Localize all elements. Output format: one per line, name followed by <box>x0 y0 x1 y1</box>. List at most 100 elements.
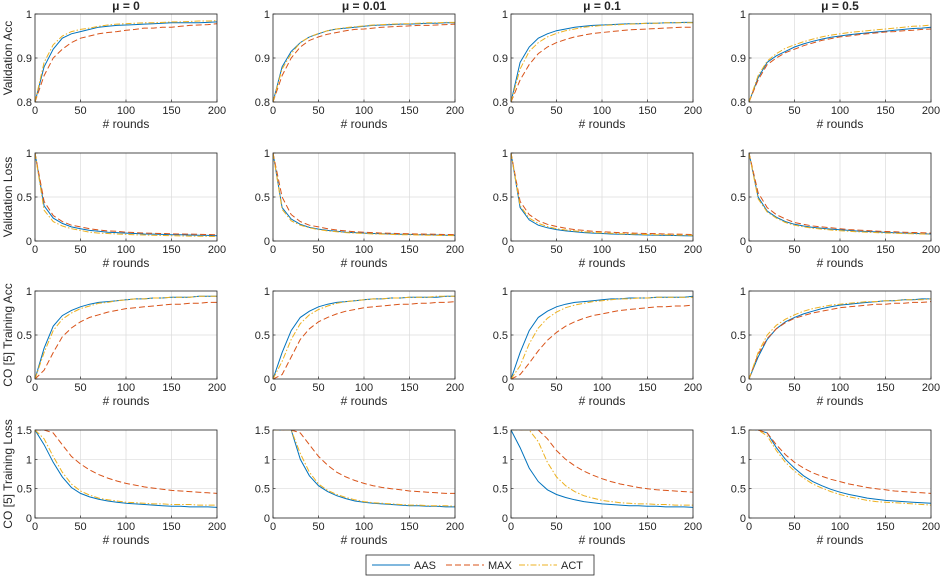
y-tick-label: 1 <box>740 286 746 298</box>
x-tick-label: 150 <box>876 382 894 394</box>
x-tick-label: 0 <box>746 244 752 256</box>
y-tick-label: 0.8 <box>17 97 32 109</box>
x-tick-label: 150 <box>162 521 180 533</box>
x-tick-label: 0 <box>270 521 276 533</box>
x-tick-label: 0 <box>270 382 276 394</box>
x-tick-label: 200 <box>684 382 702 394</box>
y-tick-label: 1 <box>26 286 32 298</box>
x-tick-label: 100 <box>117 382 135 394</box>
x-axis-label: # rounds <box>579 394 626 408</box>
y-tick-label: 0.5 <box>493 330 508 342</box>
y-tick-label: 0.9 <box>255 53 270 65</box>
x-tick-label: 200 <box>684 521 702 533</box>
series-line-act <box>35 153 217 238</box>
x-tick-label: 150 <box>638 244 656 256</box>
series-line-act <box>511 296 693 379</box>
x-axis-label: # rounds <box>103 533 150 547</box>
x-tick-label: 100 <box>355 382 373 394</box>
x-tick-label: 50 <box>74 521 86 533</box>
x-tick-label: 200 <box>922 382 940 394</box>
x-tick-label: 100 <box>831 382 849 394</box>
x-tick-label: 200 <box>922 244 940 256</box>
x-tick-label: 0 <box>508 382 514 394</box>
axes-frame <box>34 429 218 519</box>
x-tick-label: 150 <box>638 382 656 394</box>
y-axis-label-row-4: CO [5] Training Loss <box>1 419 15 528</box>
x-tick-label: 150 <box>876 105 894 117</box>
series-line-aas <box>273 430 455 508</box>
x-axis-label: # rounds <box>579 256 626 270</box>
x-tick-label: 0 <box>32 521 38 533</box>
x-axis-label: # rounds <box>103 394 150 408</box>
series-line-act <box>511 22 693 102</box>
x-tick-label: 50 <box>312 105 324 117</box>
series-line-act <box>511 153 693 236</box>
axes-frame <box>272 429 456 519</box>
y-tick-label: 1 <box>740 148 746 160</box>
axes-frame <box>272 13 456 103</box>
x-tick-label: 200 <box>208 105 226 117</box>
column-title-4: μ = 0.5 <box>821 0 859 13</box>
x-tick-label: 0 <box>32 244 38 256</box>
y-tick-label: 0.5 <box>17 484 32 496</box>
series-line-max <box>511 26 693 102</box>
series-line-aas <box>35 430 217 508</box>
y-tick-label: 0.5 <box>255 330 270 342</box>
x-tick-label: 100 <box>593 105 611 117</box>
x-tick-label: 50 <box>74 244 86 256</box>
x-tick-label: 100 <box>355 521 373 533</box>
axes-frame <box>272 152 456 242</box>
x-tick-label: 50 <box>550 382 562 394</box>
x-tick-label: 0 <box>270 244 276 256</box>
x-tick-label: 150 <box>876 521 894 533</box>
y-tick-label: 0.9 <box>493 53 508 65</box>
y-tick-label: 0.5 <box>731 330 746 342</box>
y-tick-label: 0 <box>26 236 32 248</box>
x-tick-label: 100 <box>831 521 849 533</box>
series-line-act <box>273 21 455 102</box>
y-axis-label-row-1: Validation Acc <box>1 21 15 96</box>
x-axis-label: # rounds <box>103 256 150 270</box>
axes-frame <box>748 429 932 519</box>
series-line-max <box>749 153 931 234</box>
y-tick-label: 0 <box>26 374 32 386</box>
y-tick-label: 0 <box>264 513 270 525</box>
y-tick-label: 0 <box>740 513 746 525</box>
subplot-r4-c3: 0 50 100 150 200 0 0.5 1 1.5 # rounds <box>493 425 702 547</box>
x-tick-label: 200 <box>684 105 702 117</box>
x-tick-label: 100 <box>117 105 135 117</box>
x-tick-label: 50 <box>312 382 324 394</box>
y-tick-label: 0.5 <box>731 484 746 496</box>
y-tick-label: 0 <box>740 374 746 386</box>
column-title-2: μ = 0.01 <box>342 0 387 13</box>
y-tick-label: 1 <box>740 9 746 21</box>
y-tick-label: 0 <box>740 236 746 248</box>
x-tick-label: 100 <box>355 105 373 117</box>
axes-frame <box>748 152 932 242</box>
y-tick-label: 0.8 <box>255 97 270 109</box>
y-tick-label: 0 <box>264 236 270 248</box>
series-line-act <box>749 153 931 235</box>
subplot-r2-c2: 0 50 100 150 200 0 0.5 1 # rounds <box>255 148 464 270</box>
series-line-act <box>273 295 455 379</box>
subplot-r3-c2: 0 50 100 150 200 0 0.5 1 # rounds <box>255 286 464 408</box>
x-tick-label: 0 <box>746 382 752 394</box>
column-title-1: μ = 0 <box>112 0 140 13</box>
y-tick-label: 0.9 <box>731 53 746 65</box>
x-tick-label: 50 <box>788 244 800 256</box>
x-axis-label: # rounds <box>579 117 626 131</box>
axes-frame <box>510 152 694 242</box>
subplot-r4-c2: 0 50 100 150 200 0 0.5 1 1.5 # rounds <box>255 425 464 547</box>
x-tick-label: 0 <box>508 105 514 117</box>
x-tick-label: 200 <box>208 244 226 256</box>
x-tick-label: 150 <box>162 105 180 117</box>
x-tick-label: 50 <box>550 244 562 256</box>
subplot-r3-c4: 0 50 100 150 200 0 0.5 1 # rounds <box>731 286 940 408</box>
axes-frame <box>510 13 694 103</box>
y-tick-label: 0 <box>26 513 32 525</box>
x-tick-label: 50 <box>788 105 800 117</box>
x-axis-label: # rounds <box>817 256 864 270</box>
series-line-aas <box>511 295 693 379</box>
x-tick-label: 100 <box>117 521 135 533</box>
y-tick-label: 0.5 <box>17 330 32 342</box>
